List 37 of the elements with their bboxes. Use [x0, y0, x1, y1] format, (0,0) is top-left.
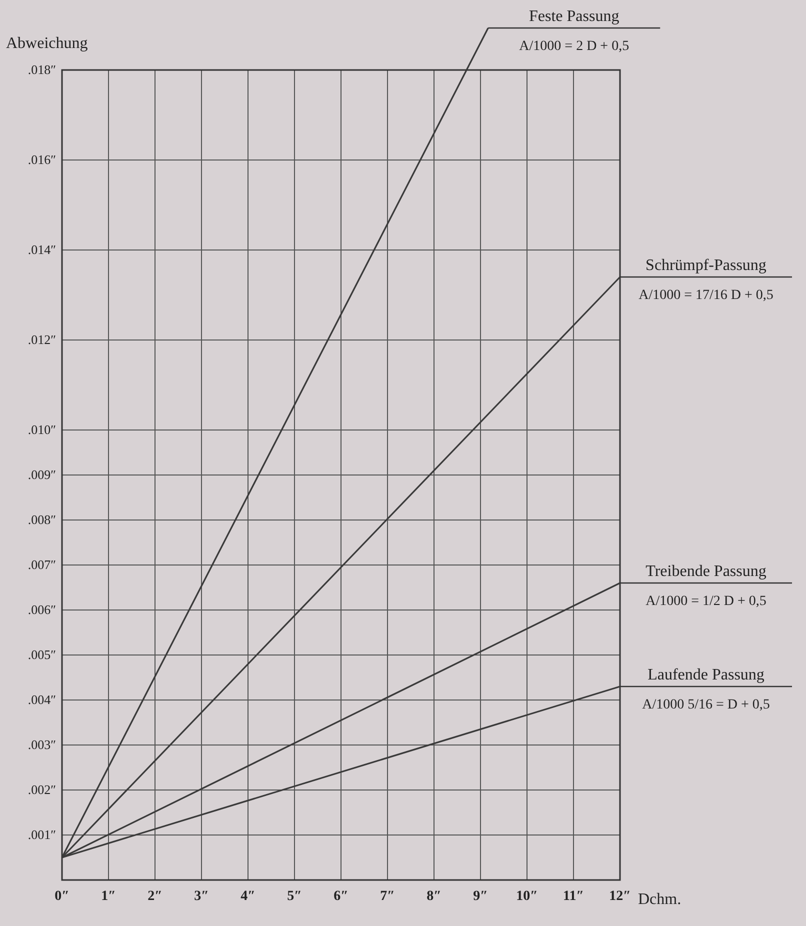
y-axis-title: Abweichung	[6, 35, 88, 52]
text: A/1000 = 17/16 D + 0,5	[638, 288, 774, 303]
y-tick-label: .010″	[28, 422, 56, 438]
x-tick-label: 10″	[516, 888, 538, 904]
x-tick-label: 5″	[287, 888, 302, 904]
y-tick-label: .001″	[28, 827, 56, 842]
y-tick-label: .007″	[28, 557, 56, 572]
y-tick-label: .004″	[28, 692, 56, 708]
x-tick-label: 0″	[54, 888, 70, 904]
x-tick-label: 12″	[609, 888, 631, 904]
x-tick-label: 2″	[148, 888, 162, 904]
x-tick-label: 8″	[426, 888, 442, 904]
series-label: Treibende Passung	[646, 563, 766, 580]
x-tick-label: 3″	[194, 888, 209, 904]
x-tick-label: 9″	[473, 888, 488, 904]
y-tick-label: .009″	[28, 467, 56, 482]
text: Feste Passung	[529, 8, 620, 25]
y-tick-label: .012″	[28, 332, 56, 348]
y-tick-label: .008″	[28, 512, 56, 528]
text: A/1000 = 2 D + 0,5	[519, 39, 630, 54]
series-label: Schrümpf-Passung	[646, 257, 766, 274]
x-tick-label: 11″	[563, 888, 584, 904]
x-tick-label: 4″	[240, 888, 256, 904]
x-axis-title: Dchm.	[638, 891, 682, 908]
y-tick-label: .005″	[28, 647, 56, 662]
x-tick-label: 6″	[334, 888, 348, 904]
text: A/1000 = 1/2 D + 0,5	[646, 594, 766, 609]
text: A/1000 5/16 = D + 0,5	[642, 698, 770, 712]
y-tick-label: .002″	[28, 782, 56, 798]
y-tick-label: .014″	[28, 242, 56, 258]
y-tick-label: .016″	[28, 152, 56, 168]
y-tick-label: .006″	[28, 602, 56, 618]
series-label: Laufende Passung	[648, 666, 764, 684]
y-tick-label: .003″	[28, 737, 56, 752]
y-tick-label: .018″	[28, 62, 56, 78]
x-tick-label: 1″	[101, 888, 116, 904]
x-tick-label: 7″	[380, 888, 395, 904]
